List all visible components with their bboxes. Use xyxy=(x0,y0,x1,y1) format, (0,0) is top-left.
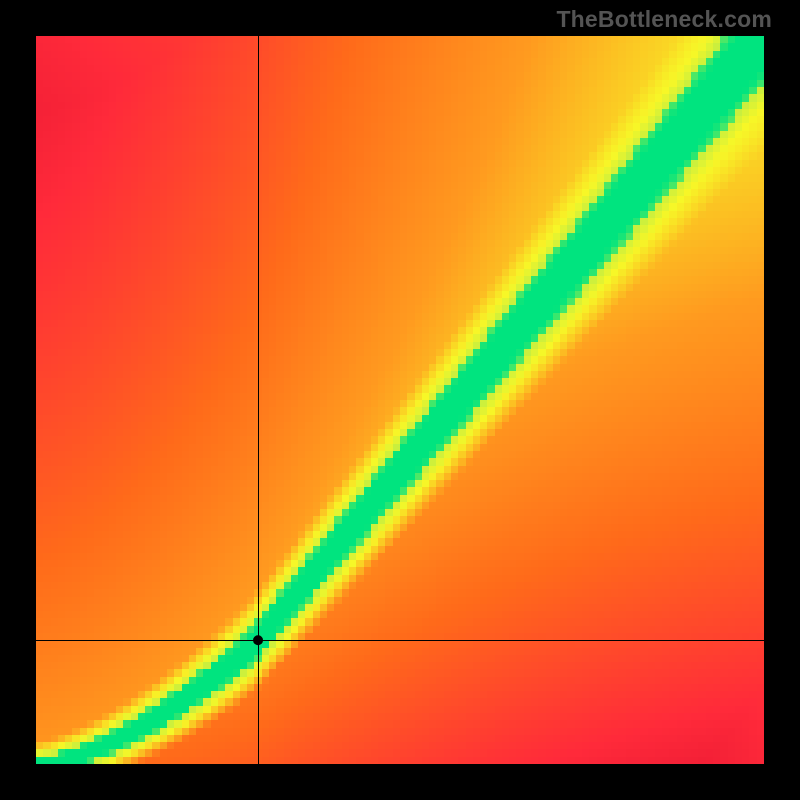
crosshair-overlay xyxy=(36,36,764,764)
watermark-text: TheBottleneck.com xyxy=(556,6,772,33)
